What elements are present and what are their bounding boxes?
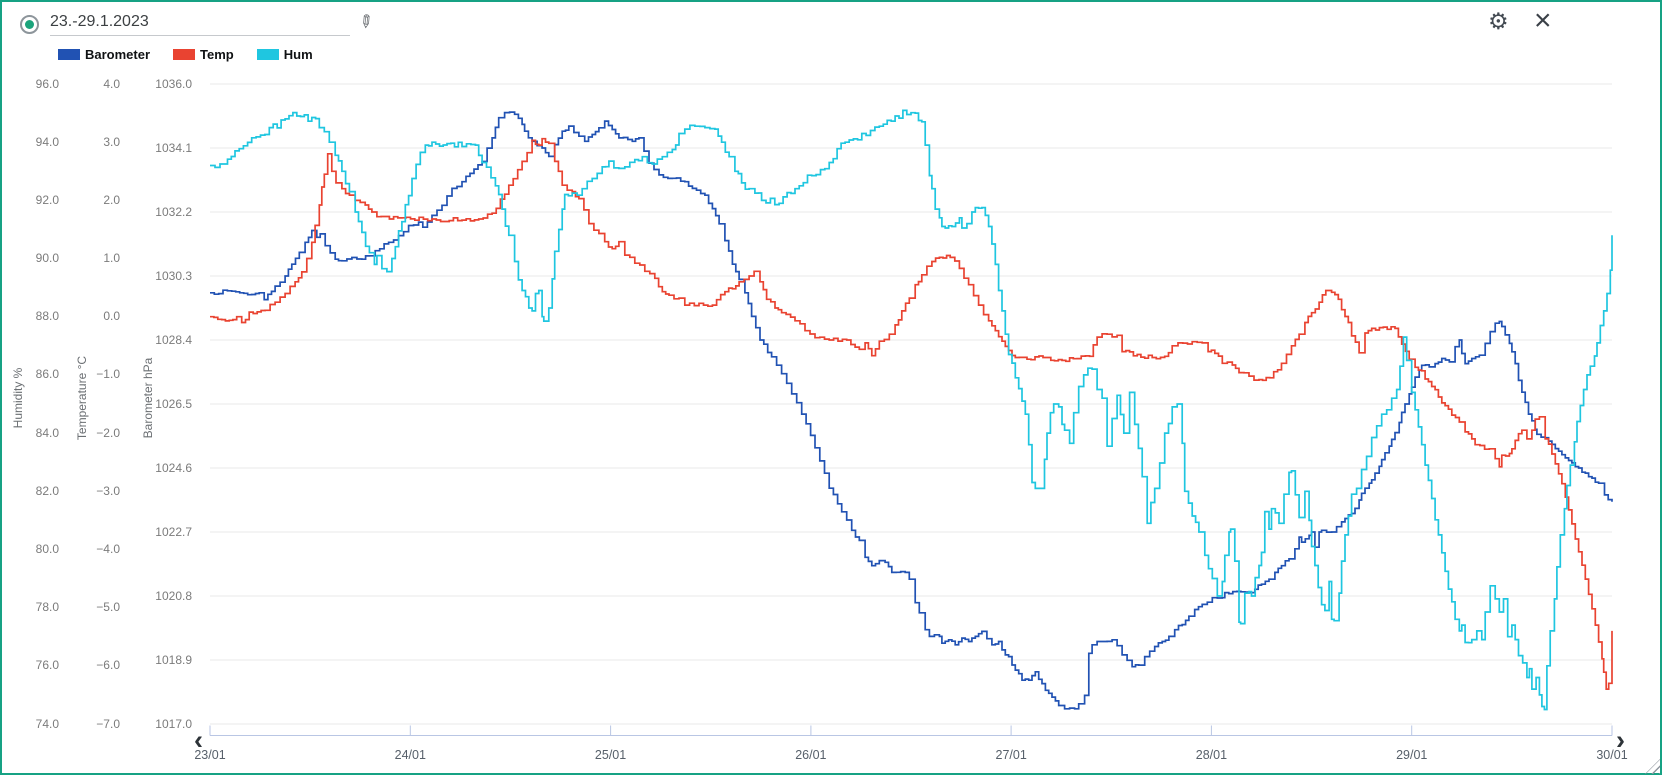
y-tick-label: 1022.7 [155, 524, 192, 539]
y-tick-label: 1.0 [103, 251, 120, 266]
close-icon[interactable]: × [1534, 4, 1552, 37]
y-tick-label: 0.0 [103, 309, 120, 324]
legend-swatch-icon [256, 49, 279, 60]
y-tick-label: 84.0 [35, 425, 59, 440]
gear-icon[interactable]: ⚙ [1488, 8, 1509, 34]
y-tick-label: 96.0 [35, 76, 59, 91]
x-tick-label: 26/01 [795, 748, 827, 762]
legend-label: Barometer [85, 47, 151, 62]
series-line-barometer [210, 111, 1613, 710]
y-tick-label: −6.0 [96, 658, 120, 673]
prev-day-chevron[interactable]: ‹ [194, 725, 203, 755]
y-tick-label: 3.0 [103, 134, 120, 149]
y-tick-label: 1030.3 [155, 268, 192, 283]
y-tick-label: 1032.2 [155, 204, 192, 219]
y-tick-label: 88.0 [35, 309, 59, 324]
legend-label: Temp [200, 47, 234, 62]
y-tick-label: −3.0 [96, 483, 120, 498]
radio-dot-icon [25, 20, 34, 29]
y-tick-label: 92.0 [35, 192, 59, 207]
y-tick-label: 76.0 [35, 658, 59, 673]
axis-title: Temperature °C [75, 355, 89, 441]
x-tick-label: 23/01 [194, 748, 226, 762]
y-tick-label: 94.0 [35, 134, 59, 149]
y-tick-label: 1036.0 [155, 76, 192, 91]
y-tick-label: 1026.5 [155, 396, 192, 411]
y-tick-label: 1028.4 [155, 332, 192, 347]
y-tick-label: −1.0 [96, 367, 120, 382]
y-tick-label: 1020.8 [155, 588, 192, 603]
y-tick-label: 90.0 [35, 251, 59, 266]
y-tick-label: 74.0 [35, 716, 59, 731]
legend-swatch-icon [173, 49, 196, 60]
y-tick-label: −5.0 [96, 600, 120, 615]
radio-indicator[interactable] [20, 15, 39, 34]
x-tick-label: 28/01 [1195, 748, 1228, 762]
legend-item-temp[interactable]: Temp [173, 47, 234, 62]
y-tick-label: 1034.1 [155, 140, 192, 155]
y-tick-label: 1018.9 [155, 652, 192, 667]
y-tick-label: 2.0 [103, 192, 120, 207]
y-tick-label: 78.0 [35, 600, 59, 615]
legend-swatch-icon [58, 49, 80, 60]
x-tick-label: 27/01 [995, 748, 1027, 762]
legend: Barometer Temp Hum [58, 47, 336, 62]
y-tick-label: −7.0 [96, 716, 120, 731]
x-tick-label: 25/01 [594, 748, 627, 762]
date-range-title[interactable]: 23.-29.1.2023 [50, 13, 149, 30]
legend-item-barometer[interactable]: Barometer [58, 47, 150, 62]
y-tick-label: 1024.6 [155, 460, 192, 475]
y-tick-label: 4.0 [103, 76, 120, 91]
y-tick-label: −2.0 [96, 425, 120, 440]
axis-title: Barometer hPa [141, 357, 155, 439]
title-underline [50, 35, 350, 36]
y-tick-label: 86.0 [35, 367, 59, 382]
x-tick-label: 24/01 [394, 748, 426, 762]
x-tick-label: 30/01 [1596, 748, 1628, 762]
series-line-hum [210, 109, 1613, 711]
next-day-chevron[interactable]: › [1616, 725, 1625, 755]
y-tick-label: 82.0 [35, 483, 59, 498]
x-tick-label: 29/01 [1396, 748, 1428, 762]
series-line-temp [210, 137, 1613, 690]
axis-title: Humidity % [11, 367, 25, 429]
legend-label: Hum [283, 47, 313, 62]
y-tick-label: −4.0 [96, 541, 120, 556]
legend-item-hum[interactable]: Hum [256, 47, 313, 62]
y-tick-label: 80.0 [35, 541, 59, 556]
y-tick-label: 1017.0 [155, 716, 192, 731]
